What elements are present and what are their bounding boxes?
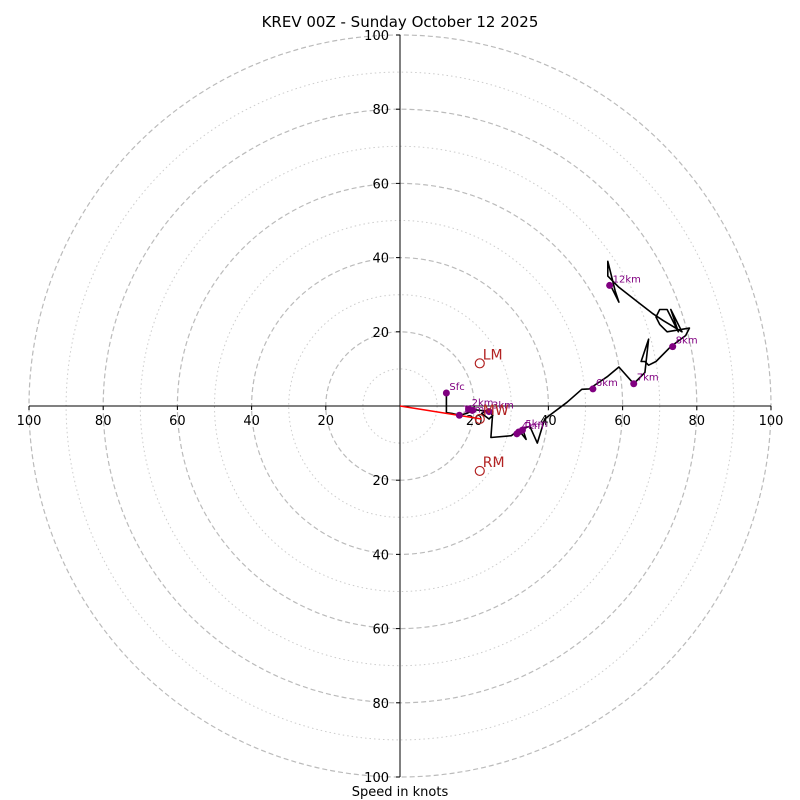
storm-motion-label: LM bbox=[483, 347, 503, 363]
storm-motions: LM RM MW bbox=[474, 347, 509, 477]
height-point-12km bbox=[606, 281, 614, 289]
hodograph-trace-group bbox=[445, 260, 691, 444]
height-point-5km bbox=[518, 426, 526, 434]
y-tick-label: 80 bbox=[372, 103, 389, 118]
x-tick-label: 60 bbox=[614, 414, 631, 429]
height-point-8km bbox=[669, 343, 677, 351]
x-tick-label: 80 bbox=[95, 414, 112, 429]
x-tick-label: 40 bbox=[540, 414, 557, 429]
storm-motion-rm-marker bbox=[474, 465, 485, 477]
height-point-label: 12km bbox=[613, 274, 641, 285]
height-point-label: 3km bbox=[492, 401, 514, 412]
y-tick-label: 20 bbox=[372, 326, 389, 341]
x-tick-label: 100 bbox=[759, 414, 784, 429]
x-tick-label: 20 bbox=[318, 414, 335, 429]
y-tick-label: 40 bbox=[372, 252, 389, 267]
y-tick-label: 100 bbox=[364, 29, 389, 44]
height-point-7km bbox=[630, 380, 638, 388]
height-point-2km bbox=[465, 405, 473, 413]
storm-motion-mw-marker bbox=[474, 413, 485, 425]
x-tick-label: 80 bbox=[689, 414, 706, 429]
y-tick-label: 20 bbox=[372, 474, 389, 489]
hodograph-trace bbox=[445, 260, 691, 444]
height-point-3km bbox=[485, 408, 493, 416]
height-point-sfc bbox=[442, 389, 450, 397]
height-point-1km bbox=[455, 411, 463, 419]
y-tick-label: 60 bbox=[372, 623, 389, 638]
height-point-label: 6km bbox=[596, 378, 618, 389]
height-point-label: 5km bbox=[525, 419, 547, 430]
x-tick-label: 40 bbox=[243, 414, 260, 429]
storm-motion-lm-marker bbox=[474, 358, 485, 369]
y-tick-label: 100 bbox=[364, 771, 389, 786]
height-point-label: 8km bbox=[676, 336, 698, 347]
storm-motion-label: MW bbox=[483, 403, 509, 419]
x-tick-label: 60 bbox=[169, 414, 186, 429]
chart-title: KREV 00Z - Sunday October 12 2025 bbox=[262, 13, 539, 31]
storm-motion-label: RM bbox=[483, 455, 505, 471]
height-point-label: 1km bbox=[462, 404, 484, 415]
height-point-label: 4km bbox=[522, 421, 544, 432]
x-axis-title: Speed in knots bbox=[352, 785, 449, 800]
mean-wind-vector-group bbox=[399, 405, 482, 420]
x-tick-label: 100 bbox=[17, 414, 42, 429]
height-point-6km bbox=[589, 385, 597, 393]
height-point-label: 7km bbox=[637, 373, 659, 384]
y-tick-label: 60 bbox=[372, 177, 389, 192]
mean-wind-vector bbox=[399, 405, 482, 420]
height-point-label: Sfc bbox=[449, 382, 464, 393]
height-point-label: 2km bbox=[472, 398, 494, 409]
y-tick-label: 40 bbox=[372, 548, 389, 563]
y-tick-label: 80 bbox=[372, 697, 389, 712]
